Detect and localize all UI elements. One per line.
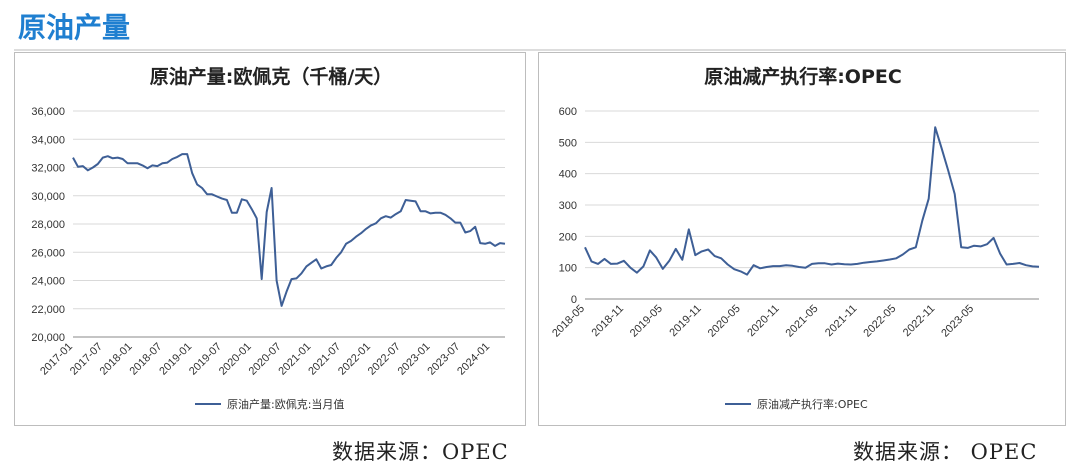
x-tick-label: 2024-01 xyxy=(455,341,492,378)
y-tick-label: 34,000 xyxy=(31,134,65,146)
legend-label: 原油产量:欧佩克:当月值 xyxy=(227,397,344,411)
x-tick-label: 2023-05 xyxy=(939,303,976,340)
y-tick-label: 28,000 xyxy=(31,219,65,231)
page-title: 原油产量 xyxy=(18,11,131,44)
x-tick-label: 2022-05 xyxy=(861,303,898,340)
y-tick-label: 20,000 xyxy=(31,332,65,344)
production-chart-panel: 原油产量:欧佩克（千桶/天） 36,000 34,000 32,000 30,000 28… xyxy=(14,52,526,426)
y-tick-label: 200 xyxy=(559,231,577,243)
y-tick-label: 24,000 xyxy=(31,276,65,288)
production-chart: 原油产量:欧佩克（千桶/天） 36,000 34,000 32,000 30,000 28… xyxy=(31,65,506,411)
x-tick-label: 2018-11 xyxy=(590,303,626,339)
x-tick-label: 2019-11 xyxy=(667,303,703,339)
x-tick-label: 2018-05 xyxy=(550,303,587,340)
y-tick-label: 400 xyxy=(559,169,577,181)
series-line xyxy=(584,126,1040,276)
x-tick-label: 2019-05 xyxy=(628,303,665,340)
series-line xyxy=(72,153,506,307)
x-tick-label: 2020-05 xyxy=(706,303,743,340)
title-divider xyxy=(14,49,1066,51)
chart-title: 原油产量:欧佩克（千桶/天） xyxy=(150,65,393,88)
chart-title: 原油减产执行率:OPEC xyxy=(704,65,902,88)
y-tick-label: 600 xyxy=(559,106,577,118)
x-tick-label: 2022-11 xyxy=(901,303,937,339)
x-tick-label: 2020-11 xyxy=(745,303,781,339)
compliance-chart-panel: 原油减产执行率:OPEC 600 500 400 300 200 100 0 2018-05 20… xyxy=(538,52,1066,426)
y-tick-label: 22,000 xyxy=(31,304,65,316)
y-tick-label: 36,000 xyxy=(31,106,65,118)
source-note-right: 数据来源： OPEC xyxy=(853,440,1038,464)
y-tick-label: 32,000 xyxy=(31,163,65,175)
x-tick-label: 2021-11 xyxy=(823,303,859,339)
y-tick-label: 30,000 xyxy=(31,191,65,203)
source-note-left: 数据来源：OPEC xyxy=(332,440,509,464)
y-tick-label: 500 xyxy=(559,137,577,149)
y-tick-label: 300 xyxy=(559,200,577,212)
legend-label: 原油减产执行率:OPEC xyxy=(757,397,868,411)
y-tick-label: 26,000 xyxy=(31,247,65,259)
x-tick-label: 2021-05 xyxy=(784,303,821,340)
y-tick-label: 0 xyxy=(571,294,577,306)
y-tick-label: 100 xyxy=(559,263,577,275)
